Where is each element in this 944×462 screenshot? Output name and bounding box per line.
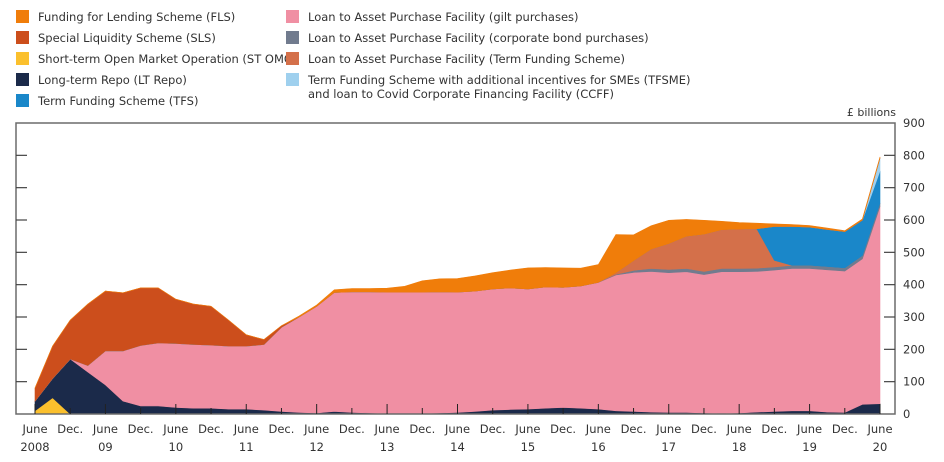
y-tick-label: 700 [903,181,925,195]
x-tick-label: June [514,422,540,436]
x-tick-label: Dec. [268,422,294,436]
x-tick-label: June [303,422,329,436]
x-year-label: 10 [169,440,184,454]
y-tick-label: 0 [903,407,910,421]
legend-swatch-apftfs [286,52,299,65]
x-year-label: 17 [661,440,676,454]
x-tick-label: Dec. [621,422,647,436]
legend-swatch-tfs [16,94,29,107]
y-tick-label: 500 [903,245,925,259]
legend-label-sls: Special Liquidity Scheme (SLS) [38,31,216,45]
x-year-label: 09 [98,440,113,454]
x-year-label: 2008 [20,440,49,454]
x-tick-label: Dec. [832,422,858,436]
x-tick-label: Dec. [128,422,154,436]
x-year-label: 20 [873,440,888,454]
x-year-label: 16 [591,440,606,454]
y-tick-label: 400 [903,278,925,292]
x-tick-label: June [585,422,611,436]
legend-label-gilt: Loan to Asset Purchase Facility (gilt pu… [308,10,579,24]
x-tick-label: June [726,422,752,436]
y-tick-label: 900 [903,116,925,130]
x-year-label: 13 [380,440,395,454]
legend-label-apftfs: Loan to Asset Purchase Facility (Term Fu… [308,52,625,66]
area-layers [34,156,881,415]
x-tick-label: Dec. [480,422,506,436]
x-tick-label: Dec. [339,422,365,436]
y-tick-label: 100 [903,375,925,389]
legend-swatch-sls [16,31,29,44]
x-year-label: 11 [239,440,254,454]
x-year-label: 12 [309,440,324,454]
x-tick-label: Dec. [198,422,224,436]
y-axis-unit-label: £ billions [846,106,896,119]
legend-swatch-corp [286,31,299,44]
legend-label-tfsme-line2: and loan to Covid Corporate Financing Fa… [308,87,614,101]
x-tick-label: June [796,422,822,436]
x-tick-label: June [21,422,47,436]
y-tick-label: 200 [903,342,925,356]
x-tick-label: Dec. [57,422,83,436]
legend-swatch-ltrepo [16,73,29,86]
legend-label-stomo: Short-term Open Market Operation (ST OMO… [38,52,298,66]
x-year-label: 19 [802,440,817,454]
x-year-label: 14 [450,440,465,454]
x-tick-label: June [444,422,470,436]
x-tick-label: June [162,422,188,436]
legend-label-corp: Loan to Asset Purchase Facility (corpora… [308,31,649,45]
x-tick-label: June [866,422,892,436]
legend-swatch-stomo [16,52,29,65]
legend-label-fls: Funding for Lending Scheme (FLS) [38,10,236,24]
y-axis-ticks: 0 100 200 300 400 500 600 700 800 900 [16,116,925,421]
x-tick-label: Dec. [550,422,576,436]
x-axis-ticks: June 2008 Dec. June 09 Dec. June 10 Dec. June 11 De… [20,404,893,454]
legend-label-tfsme: Term Funding Scheme with additional ince… [308,73,690,101]
x-tick-label: June [92,422,118,436]
legend-label-tfs: Term Funding Scheme (TFS) [38,94,199,108]
legend-swatch-fls [16,10,29,23]
legend-label-tfsme-line1: Term Funding Scheme with additional ince… [308,73,691,87]
chart-legend: Funding for Lending Scheme (FLS) Special… [16,10,690,110]
legend-swatch-tfsme [286,73,299,86]
x-year-label: 15 [521,440,536,454]
y-tick-label: 600 [903,213,925,227]
y-tick-label: 800 [903,148,925,162]
x-year-label: 18 [732,440,747,454]
area-fls [34,156,881,389]
x-tick-label: June [233,422,259,436]
legend-label-ltrepo: Long-term Repo (LT Repo) [38,73,187,87]
y-tick-label: 300 [903,310,925,324]
x-tick-label: Dec. [691,422,717,436]
plot-frame [15,122,896,415]
x-tick-label: Dec. [761,422,787,436]
legend-swatch-gilt [286,10,299,23]
x-tick-label: June [374,422,400,436]
x-tick-label: June [655,422,681,436]
x-tick-label: Dec. [409,422,435,436]
